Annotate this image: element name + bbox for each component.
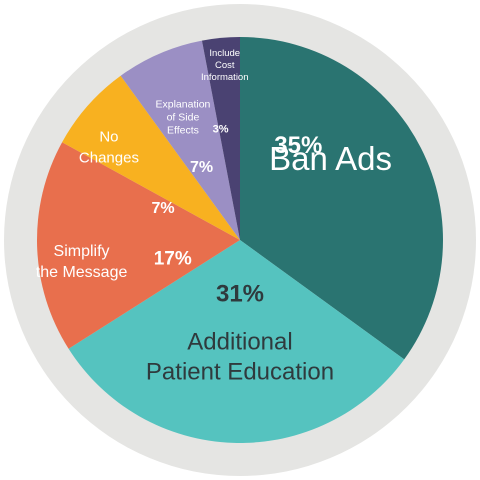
- slice-category-label-line: Ban Ads: [269, 140, 392, 177]
- slice-percent-label: 3%: [213, 124, 229, 136]
- slice-category-label-line: Information: [201, 72, 249, 83]
- pie-slice: [120, 40, 240, 240]
- slice-category-label-line: Explanation: [156, 98, 211, 110]
- slice-category-label: Explanation of Side Effects: [156, 98, 211, 136]
- slice-category-label-line: Patient Education: [146, 358, 334, 385]
- slice-percent-label: 35%: [274, 132, 322, 159]
- slice-category-label-line: Additional: [187, 328, 292, 355]
- slice-category-label: Ban Ads: [269, 140, 392, 177]
- slice-percent-label: 31%: [216, 280, 264, 307]
- slice-category-label-line: Changes: [79, 150, 139, 167]
- slice-category-label-line: Effects: [167, 124, 199, 136]
- pie-slice: [62, 75, 241, 240]
- slice-category-label: Additional Patient Education: [146, 328, 334, 385]
- pie-slice: [68, 240, 405, 443]
- slice-percent-label: 7%: [151, 200, 174, 217]
- pie-slice: [240, 37, 443, 360]
- slice-category-label-line: Cost: [215, 60, 235, 71]
- slice-percent-label: 17%: [154, 248, 192, 269]
- slice-category-label-line: the Message: [36, 264, 128, 281]
- slice-category-label-line: of Side: [167, 111, 200, 123]
- pie-slice: [201, 37, 240, 240]
- slice-category-label: Simplify the Message: [36, 243, 128, 281]
- slice-category-label-line: Include: [209, 48, 240, 59]
- slice-category-label-line: Simplify: [54, 243, 110, 260]
- slice-percent-label: 7%: [190, 159, 213, 176]
- slice-category-label: No Changes: [79, 129, 139, 167]
- pie-slice: [37, 142, 241, 349]
- slice-category-label-line: No: [99, 129, 118, 146]
- slice-category-label: Include Cost Information: [201, 48, 249, 83]
